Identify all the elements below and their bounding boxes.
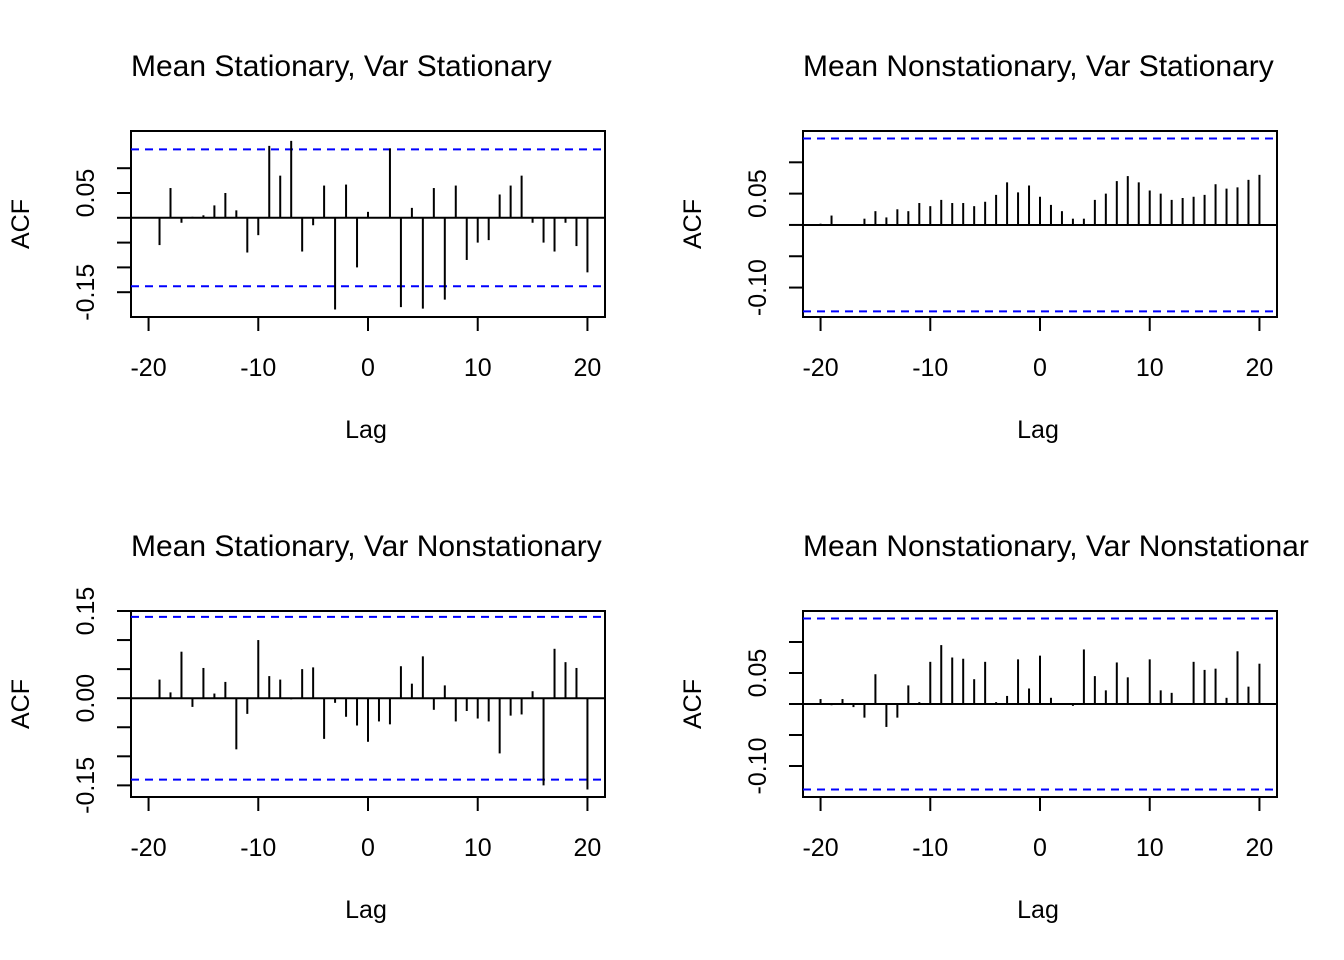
acf-panel-4: Mean Nonstationary, Var Nonstationar -20 -… xyxy=(679,530,1309,924)
y-axis-label: ACF xyxy=(7,679,35,729)
y-tick-label: -0.15 xyxy=(72,264,100,321)
chart-title: Mean Stationary, Var Nonstationary xyxy=(131,530,602,563)
chart-title: Mean Nonstationary, Var Stationary xyxy=(803,50,1274,83)
y-tick-label: 0.00 xyxy=(72,674,100,723)
acf-panel-3: Mean Stationary, Var Nonstationary -20 -10… xyxy=(7,530,606,924)
y-tick-label: -0.10 xyxy=(744,259,772,316)
x-tick-label: 20 xyxy=(574,354,602,382)
acf-panel-2: Mean Nonstationary, Var Stationary -20 -10… xyxy=(679,50,1278,444)
x-tick-label: -10 xyxy=(240,834,276,862)
y-tick-label: 0.15 xyxy=(72,587,100,636)
x-tick-label: -10 xyxy=(912,354,948,382)
x-tick-label: 10 xyxy=(464,834,492,862)
x-tick-label: 20 xyxy=(574,834,602,862)
x-tick-label: 0 xyxy=(1033,834,1047,862)
x-tick-label: 0 xyxy=(361,834,375,862)
x-tick-label: 10 xyxy=(1136,354,1164,382)
x-tick-label: 10 xyxy=(1136,834,1164,862)
y-axis-label: ACF xyxy=(7,199,35,249)
x-tick-label: -20 xyxy=(802,354,838,382)
x-tick-label: 20 xyxy=(1246,834,1274,862)
x-tick-label: 0 xyxy=(1033,354,1047,382)
x-axis-label: Lag xyxy=(1017,896,1059,924)
chart-title: Mean Stationary, Var Stationary xyxy=(131,50,552,83)
x-tick-label: 10 xyxy=(464,354,492,382)
y-tick-label: -0.15 xyxy=(72,757,100,814)
y-tick-label: 0.05 xyxy=(72,169,100,218)
x-axis-label: Lag xyxy=(1017,416,1059,444)
x-tick-label: -20 xyxy=(130,354,166,382)
y-tick-label: 0.05 xyxy=(744,649,772,698)
x-tick-label: -20 xyxy=(802,834,838,862)
y-tick-label: -0.10 xyxy=(744,738,772,795)
y-axis-label: ACF xyxy=(679,679,707,729)
x-tick-label: 0 xyxy=(361,354,375,382)
chart-title: Mean Nonstationary, Var Nonstationar xyxy=(803,530,1309,563)
y-axis-label: ACF xyxy=(679,199,707,249)
x-tick-label: -10 xyxy=(240,354,276,382)
y-tick-label: 0.05 xyxy=(744,169,772,218)
acf-panel-1: Mean Stationary, Var Stationary -20 -10 0 10… xyxy=(7,50,606,444)
x-axis-label: Lag xyxy=(345,896,387,924)
x-tick-label: 20 xyxy=(1246,354,1274,382)
x-tick-label: -20 xyxy=(130,834,166,862)
x-tick-label: -10 xyxy=(912,834,948,862)
x-axis-label: Lag xyxy=(345,416,387,444)
plot-frame xyxy=(130,130,606,318)
